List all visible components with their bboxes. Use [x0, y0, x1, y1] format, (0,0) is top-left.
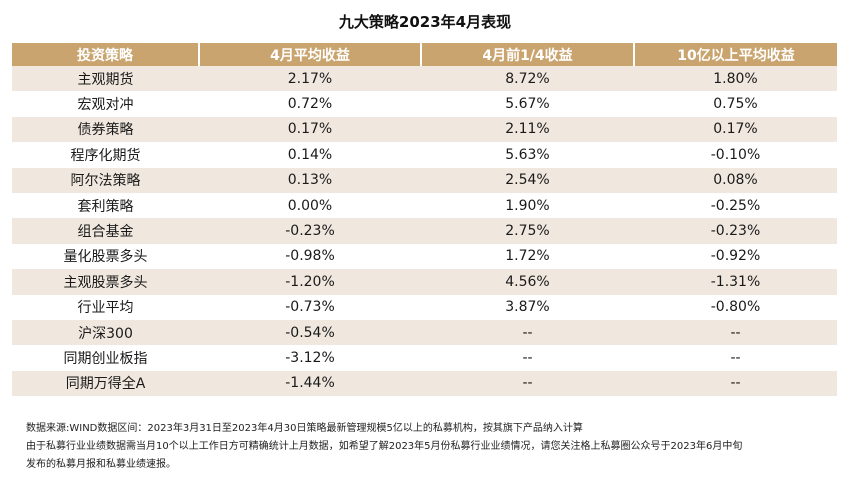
cell-strategy: 债券策略: [12, 116, 199, 143]
table-row: 阿尔法策略 0.13% 2.54% 0.08%: [12, 167, 837, 193]
footnotes: 数据来源:WIND数据区间：2023年3月31日至2023年4月30日策略最新管…: [26, 420, 836, 474]
cell-april-top-quartile-return: 5.63%: [421, 142, 634, 168]
cell-over-1b-avg-return: --: [634, 319, 837, 346]
table-title: 九大策略2023年4月表现: [338, 13, 512, 31]
cell-over-1b-avg-return: --: [634, 370, 837, 397]
cell-april-top-quartile-return: 2.75%: [421, 218, 634, 244]
table-body: 主观期货 2.17% 8.72% 1.80% 宏观对冲 0.72% 5.67% 0.75% 债券…: [12, 66, 837, 397]
cell-strategy: 量化股票多头: [12, 243, 199, 270]
cell-april-avg-return: 0.00%: [199, 192, 421, 219]
cell-strategy: 主观股票多头: [12, 269, 199, 295]
cell-april-avg-return: 0.17%: [199, 116, 421, 143]
cell-strategy: 主观期货: [12, 66, 199, 92]
cell-april-avg-return: 0.72%: [199, 91, 421, 117]
table-row: 同期万得全A -1.44% -- --: [12, 370, 837, 397]
cell-over-1b-avg-return: -0.23%: [634, 218, 837, 244]
cell-over-1b-avg-return: -0.92%: [634, 243, 837, 270]
table-row: 行业平均 -0.73% 3.87% -0.80%: [12, 294, 837, 320]
table-row: 量化股票多头 -0.98% 1.72% -0.92%: [12, 243, 837, 270]
table-row: 主观股票多头 -1.20% 4.56% -1.31%: [12, 269, 837, 295]
cell-strategy: 宏观对冲: [12, 91, 199, 117]
cell-strategy: 沪深300: [12, 319, 199, 346]
cell-april-top-quartile-return: 8.72%: [421, 66, 634, 92]
footnote-disclaimer-line-2: 发布的私募月报和私募业绩速报。: [26, 459, 176, 470]
cell-april-avg-return: -1.44%: [199, 370, 421, 397]
cell-over-1b-avg-return: 0.17%: [634, 116, 837, 143]
cell-strategy: 套利策略: [12, 192, 199, 219]
footnote-disclaimer-line-1: 由于私募行业业绩数据需当月10个以上工作日方可精确统计上月数据，如希望了解202…: [26, 441, 743, 452]
column-header-strategy: 投资策略: [12, 43, 200, 66]
table-row: 程序化期货 0.14% 5.63% -0.10%: [12, 142, 837, 168]
cell-april-top-quartile-return: --: [421, 370, 634, 397]
cell-april-top-quartile-return: --: [421, 345, 634, 371]
cell-over-1b-avg-return: 1.80%: [634, 66, 837, 92]
cell-april-top-quartile-return: 4.56%: [421, 269, 634, 295]
column-header-over-1b-avg-return: 10亿以上平均收益: [634, 43, 837, 66]
cell-strategy: 行业平均: [12, 294, 199, 320]
cell-over-1b-avg-return: 0.75%: [634, 91, 837, 117]
cell-april-top-quartile-return: 5.67%: [421, 91, 634, 117]
cell-april-avg-return: -3.12%: [199, 345, 421, 371]
cell-april-avg-return: -0.54%: [199, 319, 421, 346]
table-header-row: 投资策略 4月平均收益 4月前1/4收益 10亿以上平均收益: [12, 43, 837, 66]
table-row: 组合基金 -0.23% 2.75% -0.23%: [12, 218, 837, 244]
cell-strategy: 同期创业板指: [12, 345, 199, 371]
cell-april-top-quartile-return: 2.11%: [421, 116, 634, 143]
cell-over-1b-avg-return: -1.31%: [634, 269, 837, 295]
column-header-april-avg-return: 4月平均收益: [199, 43, 422, 66]
cell-april-avg-return: 0.13%: [199, 167, 421, 193]
cell-april-avg-return: -0.73%: [199, 294, 421, 320]
cell-april-top-quartile-return: 2.54%: [421, 167, 634, 193]
cell-april-avg-return: -1.20%: [199, 269, 421, 295]
table-row: 同期创业板指 -3.12% -- --: [12, 345, 837, 371]
table-row: 债券策略 0.17% 2.11% 0.17%: [12, 116, 837, 143]
column-header-april-top-quartile-return: 4月前1/4收益: [421, 43, 635, 66]
cell-april-top-quartile-return: --: [421, 319, 634, 346]
cell-april-avg-return: 0.14%: [199, 142, 421, 168]
cell-april-top-quartile-return: 3.87%: [421, 294, 634, 320]
cell-april-avg-return: 2.17%: [199, 66, 421, 92]
cell-over-1b-avg-return: -0.10%: [634, 142, 837, 168]
cell-strategy: 组合基金: [12, 218, 199, 244]
cell-april-avg-return: -0.23%: [199, 218, 421, 244]
cell-strategy: 程序化期货: [12, 142, 199, 168]
table-row: 宏观对冲 0.72% 5.67% 0.75%: [12, 91, 837, 117]
cell-over-1b-avg-return: -0.25%: [634, 192, 837, 219]
cell-april-top-quartile-return: 1.90%: [421, 192, 634, 219]
footnote-source: 数据来源:WIND数据区间：2023年3月31日至2023年4月30日策略最新管…: [26, 423, 583, 434]
table-row: 主观期货 2.17% 8.72% 1.80%: [12, 66, 837, 92]
table-row: 沪深300 -0.54% -- --: [12, 319, 837, 346]
cell-april-avg-return: -0.98%: [199, 243, 421, 270]
cell-strategy: 同期万得全A: [12, 370, 199, 397]
cell-over-1b-avg-return: --: [634, 345, 837, 371]
cell-over-1b-avg-return: 0.08%: [634, 167, 837, 193]
cell-over-1b-avg-return: -0.80%: [634, 294, 837, 320]
strategy-performance-table: 投资策略 4月平均收益 4月前1/4收益 10亿以上平均收益 主观期货 2.17%…: [12, 43, 837, 397]
cell-strategy: 阿尔法策略: [12, 167, 199, 193]
cell-april-top-quartile-return: 1.72%: [421, 243, 634, 270]
table-row: 套利策略 0.00% 1.90% -0.25%: [12, 192, 837, 219]
